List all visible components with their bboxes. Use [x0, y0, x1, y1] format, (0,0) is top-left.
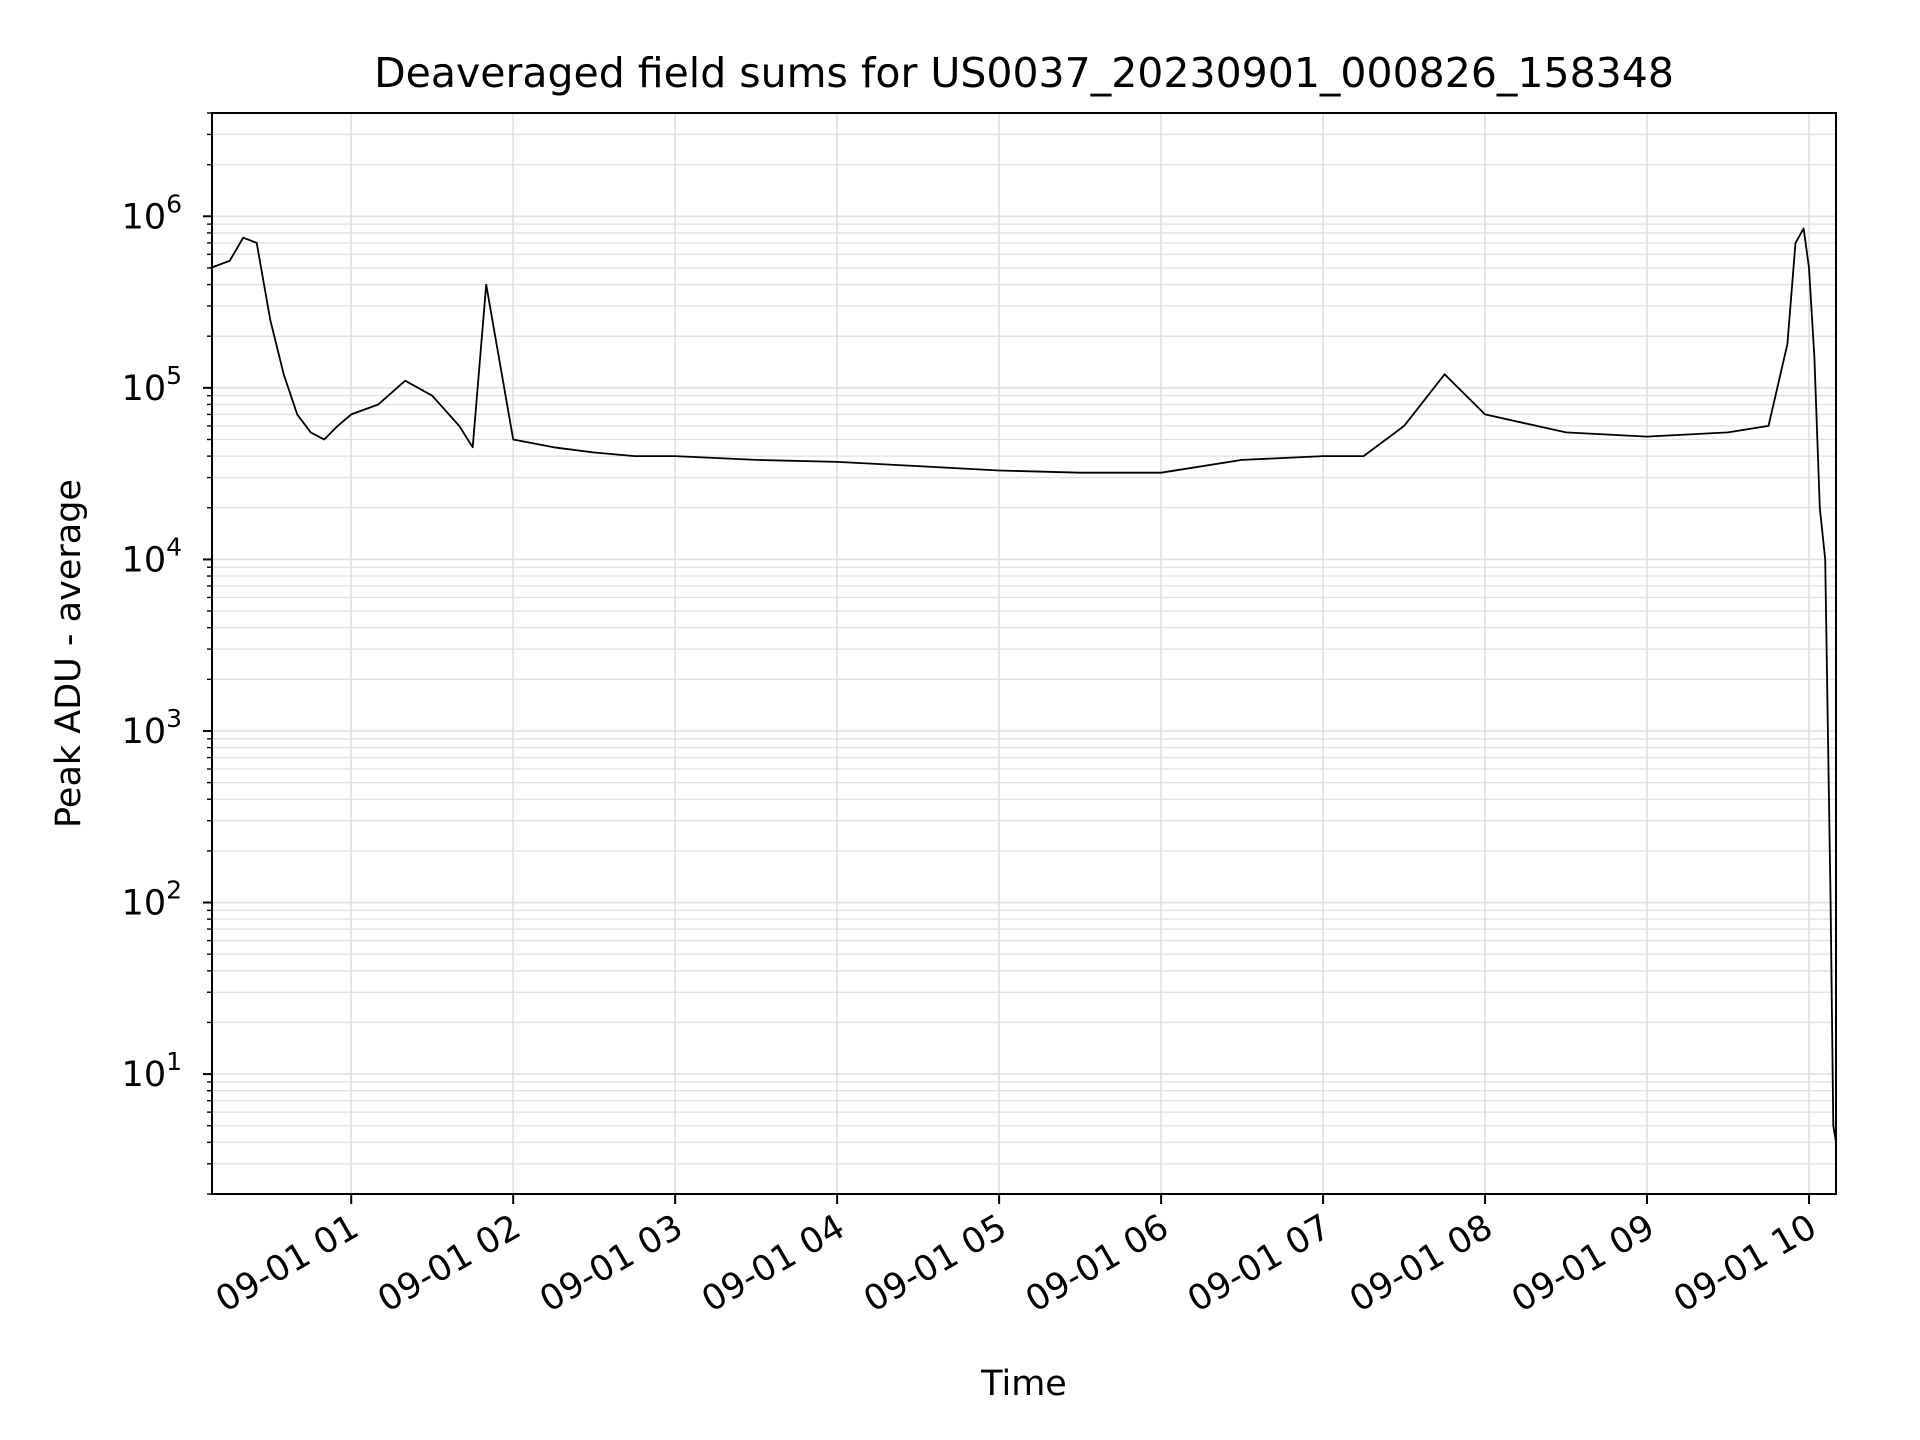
- y-tick-label: 106: [122, 189, 182, 237]
- x-tick-label: 09-01 02: [371, 1207, 527, 1320]
- x-tick-label: 09-01 05: [857, 1207, 1013, 1320]
- grid: [212, 112, 1836, 1195]
- x-tick-label: 09-01 03: [533, 1207, 689, 1320]
- plot-frame: [211, 112, 1837, 1195]
- y-tick-label: 105: [122, 361, 182, 409]
- chart-title: Deaveraged field sums for US0037_2023090…: [374, 49, 1674, 97]
- y-tick-label: 103: [122, 704, 182, 752]
- x-axis-label: Time: [980, 1364, 1067, 1404]
- x-tick-label: 09-01 09: [1505, 1207, 1661, 1320]
- y-tick-label: 101: [122, 1047, 182, 1095]
- x-tick-label: 09-01 01: [209, 1207, 365, 1320]
- x-tick-label: 09-01 04: [695, 1207, 851, 1320]
- x-tick-label: 09-01 06: [1019, 1207, 1175, 1320]
- data-series-line: [210, 227, 1837, 1143]
- y-tick-label: 104: [122, 532, 182, 580]
- x-tick-label: 09-01 10: [1667, 1207, 1823, 1320]
- y-tick-label: 102: [122, 876, 182, 924]
- y-axis-label: Peak ADU - average: [49, 479, 89, 828]
- plot-area: [210, 227, 1837, 1143]
- x-tick-label: 09-01 07: [1181, 1207, 1337, 1320]
- x-tick-label: 09-01 08: [1343, 1207, 1499, 1320]
